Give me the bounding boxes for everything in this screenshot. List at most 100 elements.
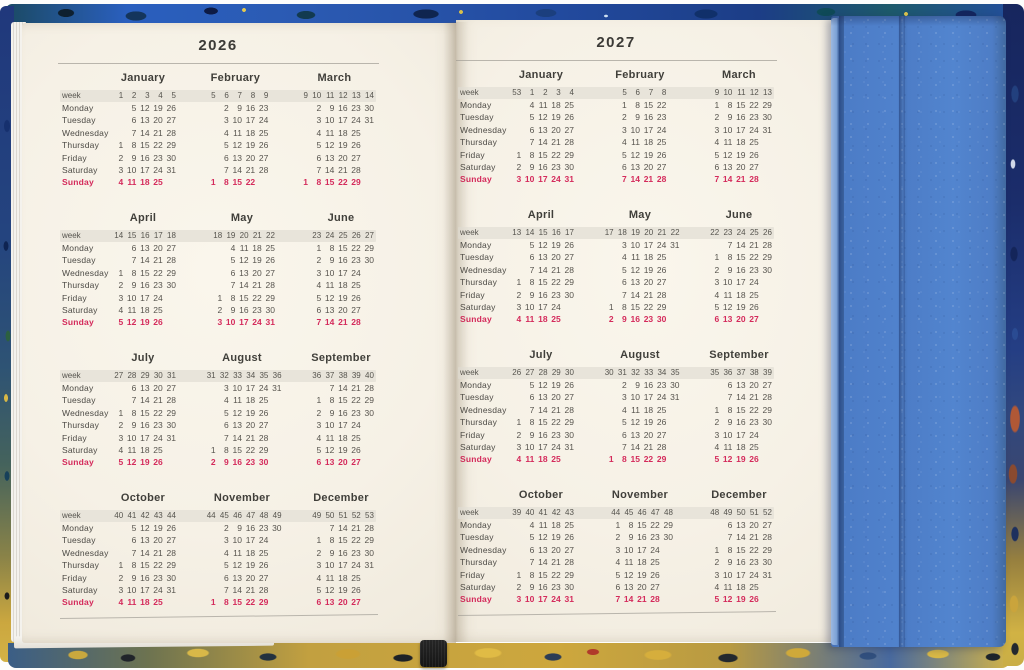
weekday-dates-row: 6 13 20 27: [614, 161, 667, 173]
day-cell: 12: [630, 417, 640, 428]
day-cell: 5: [316, 444, 322, 455]
day-cell: 12: [722, 454, 733, 465]
day-cell: 27: [762, 520, 772, 530]
day-cell: 17: [538, 301, 548, 312]
day-cell: 14: [232, 432, 242, 443]
day-cell: 18: [551, 520, 561, 530]
day-cell: 35: [670, 368, 680, 377]
day-cell: 18: [643, 404, 654, 415]
weekday-dates-row: 2 9 16 23 30: [600, 379, 679, 391]
day-cell: 13: [538, 252, 548, 263]
weekday-labels-column: week Monday Tuesday Wednesday Thursday Friday…: [460, 208, 508, 326]
day-cell: 14: [232, 584, 242, 595]
day-cell: 50: [325, 511, 335, 520]
day-cell: 7: [131, 547, 137, 558]
day-cell: [600, 404, 613, 416]
day-cell: 16: [140, 231, 150, 240]
day-cell: 7: [316, 164, 322, 175]
day-cell: 16: [538, 581, 548, 592]
day-cell: 12: [324, 444, 335, 455]
day-cell: 19: [736, 301, 746, 312]
day-cell: 22: [749, 100, 759, 110]
weekday-label: Sunday: [460, 454, 492, 465]
weekday-dates-row: 1 8 15 22 29: [308, 242, 374, 254]
day-cell: 6: [316, 457, 322, 468]
day-cell: 14: [324, 164, 335, 175]
day-cell: 1: [615, 520, 621, 530]
day-cell: 3: [118, 164, 124, 175]
day-cell: 9: [529, 161, 535, 172]
day-cell: 19: [153, 523, 163, 533]
weekday-dates-row: 4 11 18 25: [202, 394, 281, 406]
day-cell: 11: [326, 91, 335, 100]
calendar-page-2027: 20 27 week Monday Tuesday Wednesday Thursday F…: [456, 20, 836, 642]
day-cell: 2: [316, 407, 322, 418]
day-cell: 1: [118, 91, 124, 100]
day-cell: 2: [615, 532, 621, 543]
day-cell: [202, 407, 215, 419]
day-cell: 5: [529, 240, 535, 250]
month-name: December: [313, 492, 369, 504]
day-cell: 27: [749, 161, 759, 172]
day-cell: 41: [538, 508, 548, 517]
day-cell: 30: [364, 103, 374, 113]
day-cell: 13: [232, 572, 242, 583]
weekday-dates-row: 1 8 15 22 29: [706, 251, 772, 263]
day-cell: [508, 531, 521, 543]
day-cell: [268, 394, 281, 406]
day-cell: 37: [325, 371, 335, 380]
day-cell: 9: [131, 152, 137, 163]
day-cell: [508, 264, 521, 276]
day-cell: [268, 547, 281, 559]
day-cell: 21: [245, 432, 256, 443]
day-cell: 20: [644, 228, 654, 237]
day-cell: 22: [266, 231, 275, 240]
day-cell: 26: [564, 240, 574, 250]
weekday-label: Thursday: [460, 557, 498, 568]
day-cell: 45: [219, 511, 229, 520]
day-cell: 2: [316, 255, 322, 266]
day-cell: 33: [233, 371, 242, 380]
day-cell: 4: [529, 100, 535, 110]
weekday-label: Wednesday: [460, 404, 507, 415]
calendar-page-2026: 2026 week Monday Tuesday Wednesday Thursday F…: [22, 23, 456, 643]
months-row: October 40 41 42 43 44 5 12 19 26 6 13 20 27 7 14 21 28 1 8…: [110, 491, 374, 609]
day-cell: 21: [749, 240, 759, 250]
month-name: September: [311, 352, 371, 364]
weekday-label: Monday: [460, 100, 492, 110]
day-cell: 20: [239, 231, 249, 240]
day-cell: 8: [727, 100, 733, 110]
day-cell: 26: [153, 457, 163, 468]
day-cell: 23: [351, 407, 361, 418]
day-cell: [202, 419, 215, 431]
day-cell: 19: [245, 560, 256, 571]
weekday-dates-row: 2 9 16 23 30: [706, 556, 772, 568]
day-cell: 20: [338, 597, 348, 608]
day-cell: 29: [364, 395, 374, 406]
day-cell: 48: [259, 511, 269, 520]
day-cell: 25: [749, 581, 759, 592]
weekday-dates-row: 7 14 21 28: [706, 239, 772, 251]
day-cell: 19: [551, 380, 561, 390]
day-cell: 22: [710, 228, 720, 237]
weekday-dates-row: 4 11 18 25: [295, 127, 374, 139]
day-cell: 1: [516, 417, 522, 428]
day-cell: 29: [551, 368, 561, 377]
weekday-dates-row: 1 8 15 22: [614, 99, 667, 111]
day-cell: [706, 519, 719, 531]
day-cell: 40: [114, 511, 124, 520]
month-august: August 30 31 32 33 34 35 2 9 16 23 30 3 10 17 24 31 4 11 18…: [600, 348, 680, 466]
month-name: April: [129, 212, 157, 224]
day-cell: 26: [258, 560, 269, 571]
day-cell: 29: [564, 149, 574, 160]
day-cell: 5: [118, 457, 124, 468]
day-cell: 4: [224, 127, 229, 138]
day-cell: 1: [714, 404, 720, 415]
month-march: March 9 10 11 12 13 1 8 15 22 29 2 9 16 23 30 3 10 17 24 31 4…: [706, 68, 772, 186]
day-cell: 13: [232, 152, 242, 163]
day-cell: 23: [551, 289, 561, 300]
weekday-label: Sunday: [62, 597, 94, 608]
day-cell: 26: [749, 594, 759, 605]
day-cell: 19: [338, 444, 348, 455]
day-cell: 26: [656, 149, 667, 160]
